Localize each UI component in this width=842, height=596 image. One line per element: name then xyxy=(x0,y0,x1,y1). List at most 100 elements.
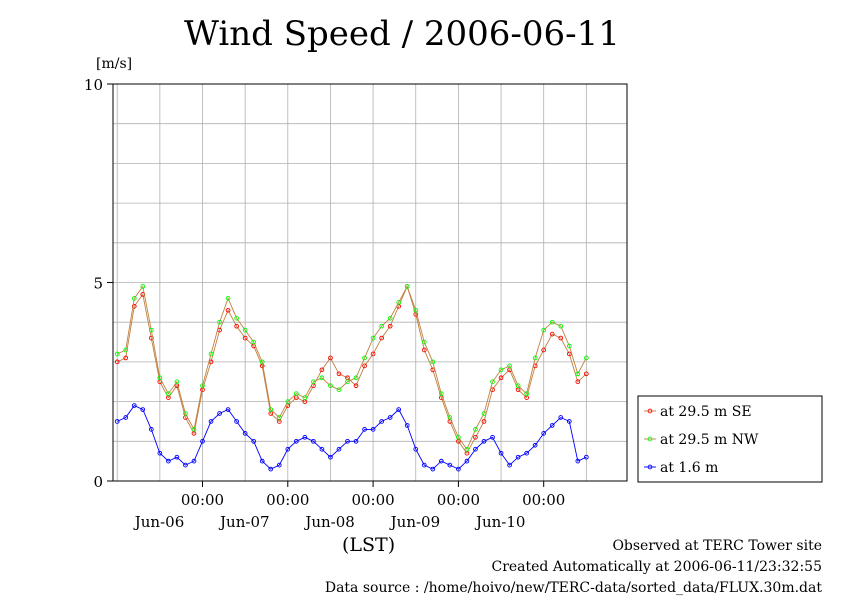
legend-label: at 29.5 m SE xyxy=(660,404,752,420)
data-point xyxy=(456,466,461,472)
x-tick-time: 00:00 xyxy=(522,491,565,509)
data-point xyxy=(532,442,538,448)
data-point xyxy=(430,466,436,472)
data-point xyxy=(225,296,231,301)
data-point xyxy=(140,407,146,412)
data-point xyxy=(336,371,342,377)
data-point xyxy=(123,355,129,361)
data-point xyxy=(242,335,248,341)
data-point xyxy=(566,351,572,357)
legend-box xyxy=(637,395,823,483)
data-point xyxy=(490,379,495,385)
data-point xyxy=(498,450,504,456)
data-point xyxy=(558,415,564,420)
data-point xyxy=(421,339,427,345)
data-point xyxy=(490,434,495,440)
series-line-2 xyxy=(117,405,587,470)
x-tick-time: 00:00 xyxy=(437,491,480,509)
x-tick-time: 00:00 xyxy=(351,491,394,509)
data-point xyxy=(541,327,547,333)
data-point xyxy=(191,458,197,464)
data-point xyxy=(225,407,231,412)
data-point xyxy=(345,438,350,444)
data-point xyxy=(148,427,154,432)
data-point xyxy=(328,454,333,460)
x-tick-date: Jun-06 xyxy=(133,513,185,531)
data-point xyxy=(242,327,248,333)
data-point xyxy=(575,371,581,377)
legend-marker xyxy=(647,408,653,414)
data-point xyxy=(319,367,325,373)
data-point xyxy=(549,319,555,325)
data-point xyxy=(387,315,393,321)
data-point xyxy=(166,458,171,464)
data-point xyxy=(311,438,316,444)
data-point xyxy=(200,383,205,389)
data-point xyxy=(566,419,572,424)
data-point xyxy=(200,438,205,444)
series-line-0 xyxy=(117,285,587,455)
data-point xyxy=(268,466,274,472)
data-point xyxy=(549,423,555,428)
data-point xyxy=(131,403,137,408)
footer-created: Created Automatically at 2006-06-11/23:3… xyxy=(491,559,822,575)
data-point xyxy=(148,327,154,333)
data-point xyxy=(498,375,504,381)
data-point xyxy=(302,434,308,440)
data-point xyxy=(362,363,367,369)
data-point xyxy=(353,375,359,381)
data-point xyxy=(430,359,436,365)
data-point xyxy=(259,458,265,464)
y-tick-label: 10 xyxy=(84,76,103,94)
data-point xyxy=(353,438,359,444)
x-tick-time: 00:00 xyxy=(181,491,224,509)
data-point xyxy=(353,383,359,389)
data-point xyxy=(421,462,427,468)
y-tick-label: 0 xyxy=(93,473,103,491)
data-point xyxy=(481,411,487,416)
data-point xyxy=(276,462,282,468)
data-point xyxy=(524,450,529,456)
data-point xyxy=(379,419,384,424)
data-point xyxy=(370,351,376,357)
data-point xyxy=(174,379,180,385)
x-tick-time: 00:00 xyxy=(266,491,309,509)
data-point xyxy=(319,375,325,381)
data-point xyxy=(473,446,478,452)
data-point xyxy=(558,335,564,341)
data-point xyxy=(183,411,188,416)
footer-observed: Observed at TERC Tower site xyxy=(612,538,822,554)
data-point xyxy=(328,383,333,389)
data-point xyxy=(319,446,325,452)
data-point xyxy=(566,343,572,349)
data-point xyxy=(259,359,265,365)
footer-source: Data source : /home/hoivo/new/TERC-data/… xyxy=(324,580,822,596)
data-point xyxy=(387,415,393,420)
data-point xyxy=(362,355,367,361)
data-point xyxy=(524,391,529,397)
data-point xyxy=(575,379,581,385)
data-point xyxy=(473,434,478,440)
data-point xyxy=(413,446,419,452)
x-tick-date: Jun-08 xyxy=(303,513,355,531)
data-point xyxy=(234,419,239,424)
legend-marker xyxy=(647,464,653,470)
data-point xyxy=(268,407,274,412)
legend-marker xyxy=(647,436,653,442)
data-point xyxy=(370,427,376,432)
data-point xyxy=(362,427,367,432)
data-point xyxy=(507,363,512,369)
data-point xyxy=(473,427,478,432)
data-point xyxy=(515,383,521,389)
data-point xyxy=(114,351,120,357)
data-point xyxy=(276,415,282,420)
data-point xyxy=(336,387,342,393)
data-point xyxy=(345,379,350,385)
data-point xyxy=(583,355,589,361)
data-point xyxy=(379,323,384,329)
data-point xyxy=(481,438,487,444)
legend-label: at 1.6 m xyxy=(660,460,718,476)
data-point xyxy=(532,355,538,361)
data-point xyxy=(438,458,444,464)
data-point xyxy=(558,323,564,329)
